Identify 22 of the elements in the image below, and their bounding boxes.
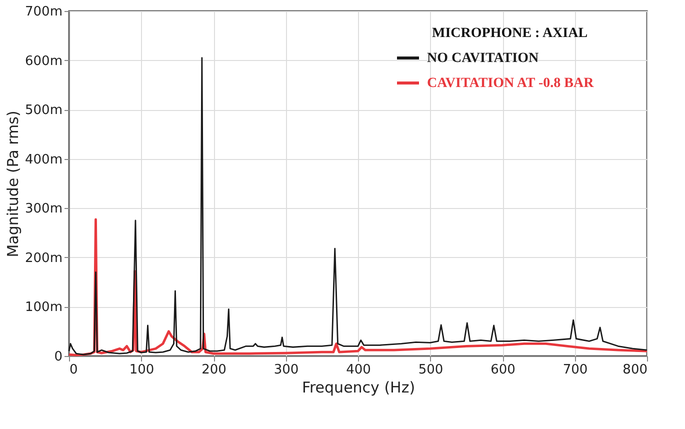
y-tick-label: 400m [25,152,62,168]
y-axis-title: Magnitude (Pa rms) [4,110,22,258]
x-tick-label: 600 [490,362,516,378]
legend-label: NO CAVITATION [427,51,539,66]
x-tick-label: 0 [70,362,78,378]
x-tick-label: 800 [622,362,648,378]
x-tick-label: 100 [129,362,154,378]
y-tick-label: 500m [25,103,62,118]
y-tick-label: 300m [25,202,62,217]
x-tick-label: 700 [562,362,588,378]
x-tick-label: 500 [418,362,444,378]
legend-title: MICROPHONE : AXIAL [432,26,588,41]
legend-label: CAVITATION AT -0.8 BAR [427,76,595,91]
y-tick-label: 700m [25,4,62,20]
x-tick-label: 400 [346,362,371,378]
y-tick-label: 0 [54,350,62,364]
x-tick-label: 200 [202,362,226,378]
y-tick-label: 200m [25,250,62,266]
x-tick-label: 300 [274,362,299,378]
y-tick-label: 100m [25,300,62,316]
y-tick-label: 600m [25,54,62,69]
x-axis-title: Frequency (Hz) [302,378,416,396]
